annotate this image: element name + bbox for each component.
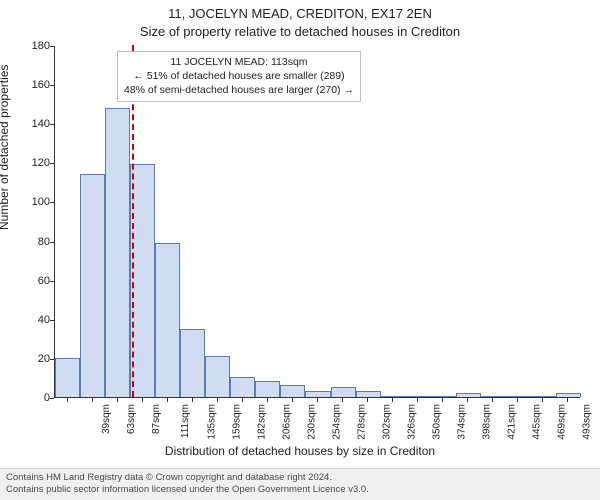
x-axis-label: Distribution of detached houses by size … [0,444,600,458]
x-tick-label: 254sqm [332,404,343,440]
histogram-bar [481,396,506,397]
x-tick [242,398,243,402]
y-tick-label: 100 [26,196,50,208]
x-tick-label: 374sqm [457,404,468,440]
y-tick-label: 60 [26,275,50,287]
histogram-bar [556,393,581,397]
x-tick [417,398,418,402]
x-tick-label: 135sqm [206,404,217,440]
annotation-line-1: 11 JOCELYN MEAD: 113sqm [124,55,354,69]
x-tick [517,398,518,402]
x-tick [442,398,443,402]
y-tick [50,242,54,243]
x-tick [542,398,543,402]
histogram-bar [205,356,230,397]
histogram-bar [155,243,180,397]
chart-root: 11, JOCELYN MEAD, CREDITON, EX17 2EN Siz… [0,0,600,500]
histogram-bar [406,396,431,397]
histogram-bar [356,391,381,397]
x-tick [467,398,468,402]
x-tick-label: 63sqm [126,404,137,434]
y-tick [50,163,54,164]
x-tick [92,398,93,402]
annotation-box: 11 JOCELYN MEAD: 113sqm ← 51% of detache… [117,51,361,102]
histogram-bar [381,396,406,397]
x-tick-label: 159sqm [231,404,242,440]
y-tick [50,320,54,321]
x-tick [492,398,493,402]
y-tick [50,46,54,47]
x-tick-label: 326sqm [407,404,418,440]
x-tick [167,398,168,402]
x-tick-label: 493sqm [582,404,593,440]
x-tick-label: 230sqm [306,404,317,440]
x-tick [217,398,218,402]
x-tick [392,398,393,402]
annotation-line-3: 48% of semi-detached houses are larger (… [124,83,354,97]
y-tick-label: 20 [26,353,50,365]
x-tick [142,398,143,402]
x-tick [317,398,318,402]
x-tick [567,398,568,402]
x-tick-label: 111sqm [180,404,191,438]
histogram-bar [531,396,556,397]
footer-line-1: Contains HM Land Registry data © Crown c… [6,472,594,484]
y-tick-label: 40 [26,314,50,326]
x-tick-label: 302sqm [382,404,393,440]
y-tick [50,359,54,360]
histogram-bar [180,329,205,397]
x-tick-label: 398sqm [482,404,493,440]
histogram-bar [105,108,130,397]
x-tick [367,398,368,402]
y-tick-label: 0 [26,392,50,404]
histogram-bar [331,387,356,397]
x-tick-label: 469sqm [557,404,568,440]
x-tick [342,398,343,402]
x-tick-label: 87sqm [151,404,162,434]
x-tick-label: 421sqm [507,404,518,440]
x-tick-label: 445sqm [532,404,543,440]
histogram-bar [280,385,305,397]
histogram-bar [55,358,80,397]
y-tick [50,398,54,399]
x-tick [117,398,118,402]
y-tick [50,85,54,86]
chart-title-sub: Size of property relative to detached ho… [0,24,600,39]
y-tick-label: 140 [26,118,50,130]
y-tick [50,124,54,125]
histogram-bar [305,391,330,397]
x-tick-label: 350sqm [432,404,443,440]
histogram-bar [431,396,456,397]
chart-title-main: 11, JOCELYN MEAD, CREDITON, EX17 2EN [0,6,600,21]
histogram-bar [255,381,280,397]
attribution-footer: Contains HM Land Registry data © Crown c… [0,468,600,500]
y-tick [50,202,54,203]
y-tick-label: 180 [26,40,50,52]
y-tick-label: 80 [26,236,50,248]
annotation-line-2: ← 51% of detached houses are smaller (28… [124,69,354,83]
x-tick [292,398,293,402]
y-tick [50,281,54,282]
histogram-bar [456,393,481,397]
x-tick [192,398,193,402]
y-tick-label: 120 [26,157,50,169]
histogram-bar [506,396,531,397]
x-tick-label: 182sqm [256,404,267,440]
footer-line-2: Contains public sector information licen… [6,484,594,496]
x-tick-label: 39sqm [101,404,112,434]
x-tick [67,398,68,402]
x-tick-label: 278sqm [357,404,368,440]
y-tick-label: 160 [26,79,50,91]
x-tick [267,398,268,402]
y-axis-label: Number of detached properties [0,65,11,230]
histogram-bar [230,377,255,397]
x-tick-label: 206sqm [281,404,292,440]
histogram-bar [80,174,105,397]
